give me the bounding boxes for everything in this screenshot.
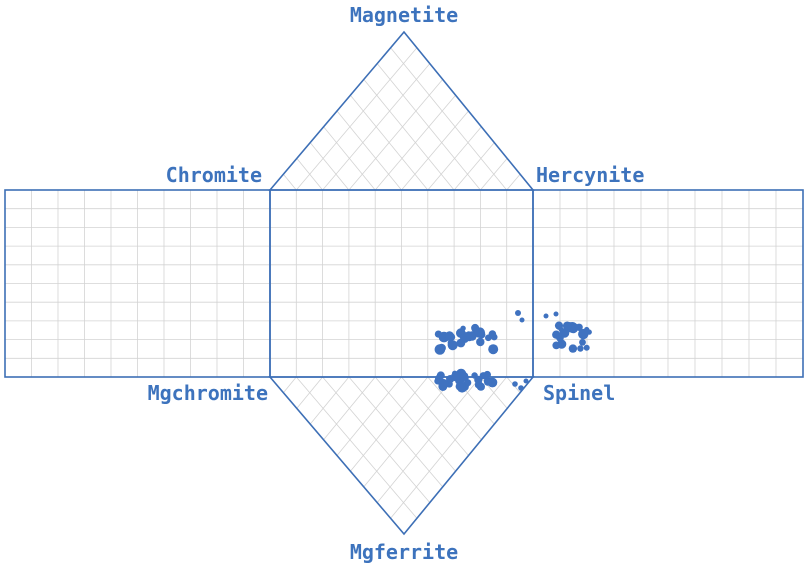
- label-chromite: Chromite: [166, 163, 262, 187]
- data-point: [434, 330, 442, 338]
- top-triangle-grid-line: [506, 173, 521, 191]
- top-triangle-grid-line: [283, 173, 297, 191]
- bottom-triangle-frame: [268, 376, 535, 536]
- data-point: [460, 325, 466, 331]
- top-triangle-grid-line: [350, 94, 429, 191]
- data-point: [562, 321, 572, 331]
- bottom-triangle-grid-line: [350, 376, 429, 472]
- top-triangle-grid-line: [348, 79, 444, 191]
- label-spinel: Spinel: [543, 381, 615, 405]
- right-rectangle-frame: [532, 189, 804, 378]
- top-triangle-grid-line: [296, 158, 323, 191]
- top-triangle-grid-line: [401, 110, 469, 191]
- data-point: [488, 344, 499, 355]
- data-point: [447, 340, 458, 351]
- data-point: [518, 385, 524, 391]
- top-triangle-grid-line: [390, 47, 508, 191]
- diagram-frames: [4, 30, 804, 536]
- bottom-triangle-grid-line: [283, 376, 297, 393]
- top-triangle-grid-line: [309, 142, 350, 191]
- top-triangle-frame: [268, 30, 535, 191]
- bottom-triangle-grid-line: [295, 376, 418, 519]
- bottom-triangle-grid-line: [296, 376, 323, 409]
- bottom-triangle-grid-line: [323, 376, 376, 441]
- data-point: [579, 338, 586, 346]
- top-triangle-grid-line: [336, 110, 402, 191]
- top-triangle-grid-line: [453, 142, 495, 191]
- data-point: [488, 330, 497, 338]
- data-point: [474, 327, 486, 339]
- data-point: [445, 331, 454, 341]
- label-mgferrite: Mgferrite: [350, 540, 458, 564]
- data-point: [583, 344, 590, 351]
- data-point: [515, 310, 521, 316]
- label-hercynite: Hercynite: [536, 163, 644, 187]
- data-point: [543, 313, 549, 319]
- data-point: [553, 311, 559, 317]
- bottom-triangle-grid-line: [348, 376, 444, 488]
- bottom-triangle-grid-line: [401, 376, 469, 456]
- data-point: [575, 323, 583, 331]
- data-points: [434, 310, 592, 393]
- bottom-triangle-grid-line: [390, 376, 508, 519]
- grid-lines: [5, 47, 803, 519]
- data-point: [463, 379, 472, 387]
- data-point: [568, 344, 578, 353]
- bottom-triangle-grid-line: [309, 376, 350, 425]
- data-point: [512, 381, 518, 387]
- data-point: [519, 317, 525, 323]
- data-point: [446, 376, 452, 382]
- data-point: [483, 370, 491, 379]
- bottom-triangle-grid-line: [336, 376, 402, 456]
- top-triangle-grid-line: [376, 63, 481, 191]
- data-point: [578, 328, 589, 340]
- data-point: [434, 377, 442, 385]
- label-mgchromite: Mgchromite: [148, 381, 268, 405]
- data-point: [556, 334, 564, 342]
- data-point: [459, 372, 469, 381]
- data-point: [438, 345, 445, 353]
- top-triangle-grid-line: [295, 47, 418, 191]
- top-triangle-grid-line: [363, 79, 455, 191]
- data-point: [577, 345, 584, 352]
- bottom-triangle-grid-line: [376, 376, 481, 503]
- data-point: [451, 371, 461, 382]
- data-point: [455, 382, 464, 391]
- data-point: [476, 337, 485, 347]
- top-triangle-grid-line: [323, 126, 376, 191]
- data-point: [474, 375, 483, 384]
- label-magnetite: Magnetite: [350, 3, 458, 27]
- data-point: [556, 323, 563, 330]
- data-point: [436, 371, 445, 380]
- data-point: [523, 378, 529, 384]
- data-point: [459, 333, 467, 341]
- bottom-triangle-grid-line: [363, 376, 455, 488]
- data-point: [552, 341, 561, 350]
- data-point: [484, 378, 492, 386]
